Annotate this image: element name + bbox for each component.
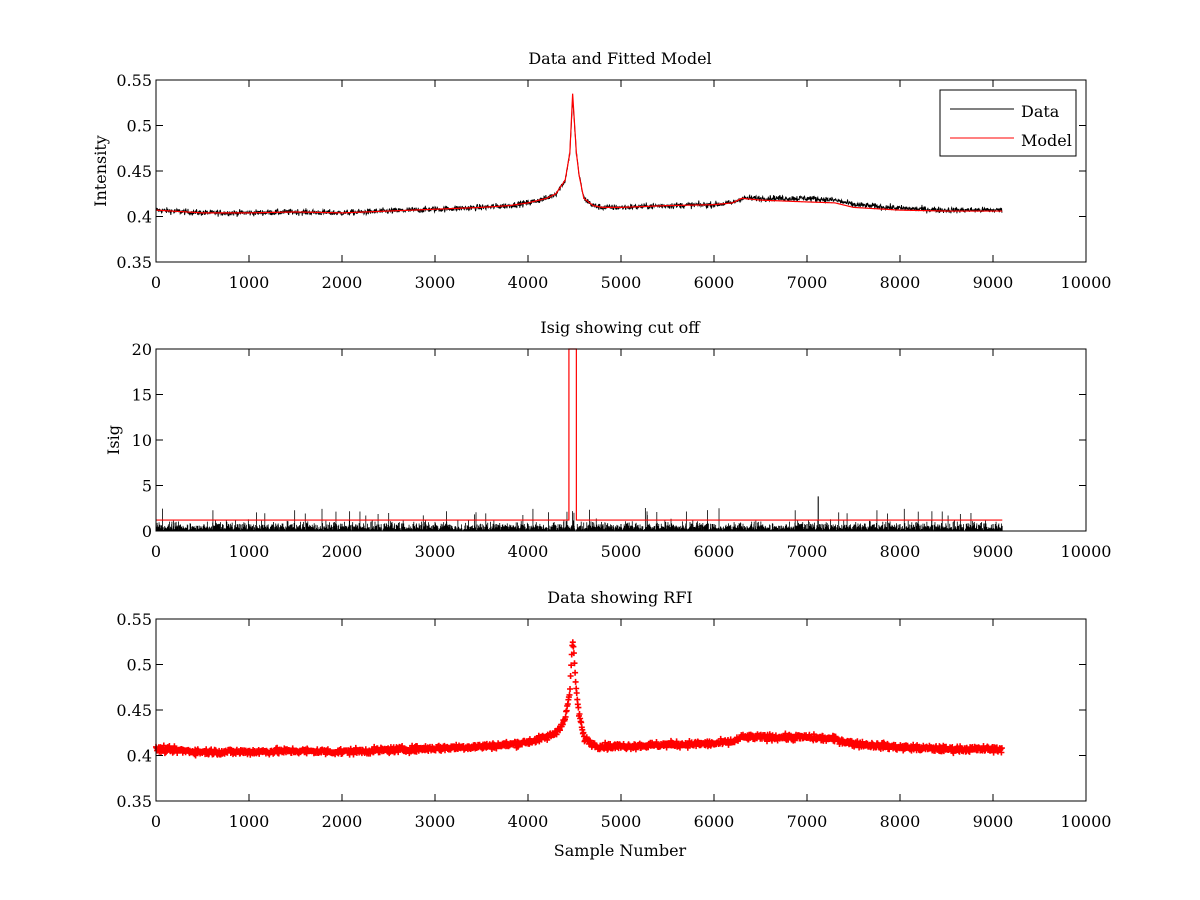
x-tick-label: 0 — [151, 542, 161, 561]
x-tick-label: 9000 — [973, 812, 1014, 831]
x-ticks: 0 1000 2000 3000 4000 5000 6000 7000 8000 9000 100… — [151, 80, 1112, 292]
legend-label-data: Data — [1021, 102, 1060, 121]
x-tick-label: 6000 — [694, 542, 735, 561]
y-tick-label: 0.35 — [116, 792, 152, 811]
axes-frame — [155, 618, 1087, 802]
x-tick-label: 8000 — [880, 812, 921, 831]
x-tick-label: 7000 — [787, 542, 828, 561]
y-tick-label: 5 — [142, 477, 152, 496]
x-tick-label: 1000 — [229, 812, 270, 831]
x-tick-label: 3000 — [415, 273, 456, 292]
x-tick-label: 4000 — [508, 542, 549, 561]
x-tick-label: 0 — [151, 812, 161, 831]
x-ticks: 0 1000 2000 3000 4000 5000 6000 7000 8000 9000 100… — [151, 349, 1112, 561]
plot-area — [155, 93, 1003, 217]
x-tick-label: 9000 — [973, 273, 1014, 292]
x-tick-label: 5000 — [601, 273, 642, 292]
y-ticks: 0.35 0.4 0.45 0.5 0.55 — [116, 610, 1086, 811]
y-tick-label: 0.55 — [116, 610, 152, 629]
y-tick-label: 0.35 — [116, 253, 152, 272]
x-ticks: 0 1000 2000 3000 4000 5000 6000 7000 8000 9000 100… — [151, 619, 1112, 831]
x-tick-label: 8000 — [880, 273, 921, 292]
legend-label-model: Model — [1021, 131, 1072, 150]
y-tick-label: 0 — [142, 522, 152, 541]
x-tick-label: 1000 — [229, 542, 270, 561]
panel-data-showing-rfi: Data showing RFI 0 1000 2000 3000 4000 5000 60… — [116, 588, 1111, 860]
axes-frame — [155, 348, 1087, 532]
y-tick-label: 0.5 — [127, 117, 152, 136]
x-tick-label: 2000 — [322, 812, 363, 831]
y-tick-label: 10 — [132, 431, 152, 450]
x-axis-label: Sample Number — [554, 841, 687, 860]
y-tick-label: 20 — [132, 340, 152, 359]
y-tick-label: 0.4 — [127, 208, 152, 227]
x-tick-label: 8000 — [880, 542, 921, 561]
y-tick-label: 0.45 — [116, 162, 152, 181]
x-tick-label: 9000 — [973, 542, 1014, 561]
x-tick-label: 3000 — [415, 542, 456, 561]
x-tick-label: 6000 — [694, 273, 735, 292]
x-tick-label: 5000 — [601, 812, 642, 831]
legend: Data Model — [939, 89, 1077, 157]
x-tick-label: 0 — [151, 273, 161, 292]
x-tick-label: 7000 — [787, 273, 828, 292]
y-axis-label: Isig — [104, 425, 123, 455]
y-tick-label: 0.45 — [116, 701, 152, 720]
panel-title: Data and Fitted Model — [528, 49, 711, 68]
x-tick-label: 10000 — [1061, 273, 1112, 292]
y-ticks: 0.35 0.4 0.45 0.5 0.55 — [116, 71, 1086, 272]
series-line-model — [155, 93, 1003, 214]
y-tick-label: 0.4 — [127, 747, 152, 766]
legend-box — [939, 89, 1077, 157]
panel-isig-showing-cut-off: Isig showing cut off Isig 0 1000 2000 3000 4… — [104, 318, 1111, 561]
axes-frame — [155, 79, 1087, 263]
y-axis-label: Intensity — [91, 135, 110, 207]
x-tick-label: 2000 — [322, 542, 363, 561]
x-tick-label: 10000 — [1061, 542, 1112, 561]
x-tick-label: 6000 — [694, 812, 735, 831]
x-tick-label: 4000 — [508, 812, 549, 831]
y-tick-label: 0.55 — [116, 71, 152, 90]
x-tick-label: 2000 — [322, 273, 363, 292]
y-tick-label: 15 — [132, 386, 152, 405]
x-tick-label: 7000 — [787, 812, 828, 831]
panel-data-and-fitted-model: Data and Fitted Model Intensity 0 1000 200… — [91, 49, 1111, 292]
y-tick-label: 0.5 — [127, 656, 152, 675]
panel-title: Data showing RFI — [547, 588, 692, 607]
x-tick-label: 4000 — [508, 273, 549, 292]
x-tick-label: 5000 — [601, 542, 642, 561]
panel-title: Isig showing cut off — [540, 318, 701, 337]
x-tick-label: 1000 — [229, 273, 270, 292]
x-tick-label: 3000 — [415, 812, 456, 831]
x-tick-label: 10000 — [1061, 812, 1112, 831]
